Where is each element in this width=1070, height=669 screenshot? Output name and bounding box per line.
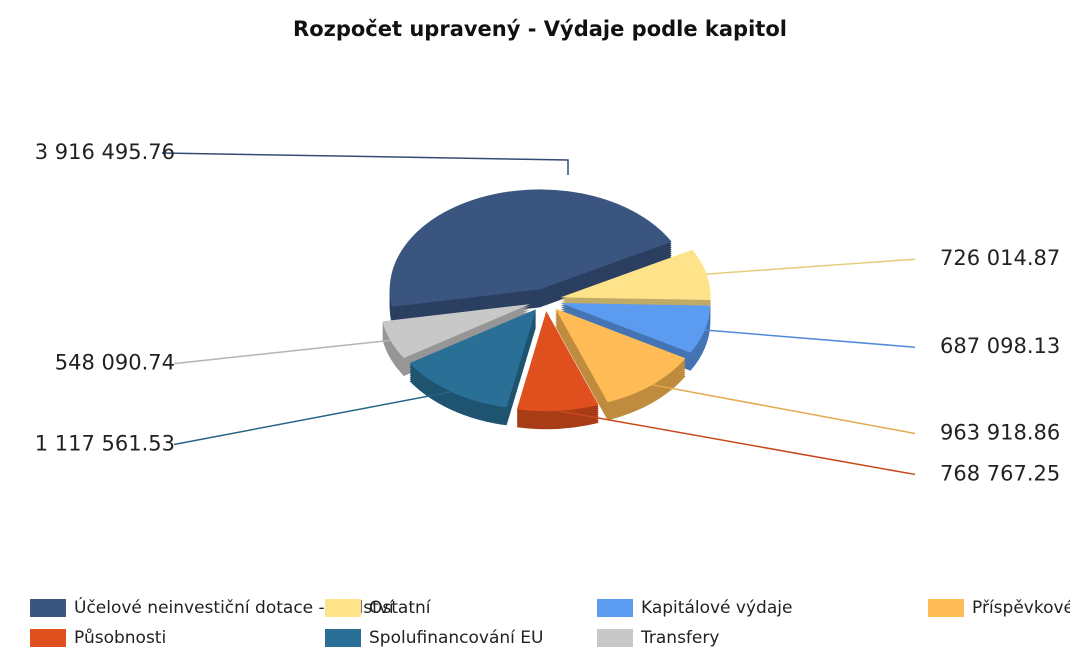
- legend-label: Spolufinancování EU: [369, 628, 543, 648]
- leader-line: [161, 152, 569, 175]
- leader-line: [704, 329, 916, 348]
- leader-line: [173, 339, 391, 365]
- legend-label: Účelové neinvestiční dotace - školství: [74, 596, 395, 618]
- legend-label: Příspěvkové organizace: [972, 598, 1070, 618]
- leader-line: [558, 410, 916, 476]
- legend-label: Kapitálové výdaje: [641, 598, 792, 618]
- legend-swatch: [597, 629, 633, 647]
- legend-swatch: [597, 599, 633, 617]
- legend-swatch: [325, 599, 361, 617]
- legend-label: Ostatní: [369, 598, 432, 618]
- slice: [560, 249, 711, 300]
- data-label: 963 918.86: [940, 420, 1060, 444]
- legend-swatch: [30, 629, 66, 647]
- slice: [409, 309, 536, 408]
- data-label: 768 767.25: [940, 461, 1060, 485]
- data-label: 1 117 561.53: [35, 431, 175, 455]
- leader-line: [652, 384, 916, 435]
- slice: [516, 311, 599, 412]
- leader-line: [706, 258, 916, 275]
- slice: [560, 303, 711, 353]
- slice: [389, 189, 672, 307]
- data-label: 3 916 495.76: [35, 140, 175, 164]
- legend-label: Působnosti: [74, 628, 166, 648]
- chart-title: Rozpočet upravený - Výdaje podle kapitol: [293, 17, 787, 41]
- data-label: 726 014.87: [940, 246, 1060, 270]
- data-label: 548 090.74: [55, 351, 175, 375]
- slice: [382, 304, 531, 358]
- pie: [382, 189, 711, 430]
- data-label: 687 098.13: [940, 334, 1060, 358]
- legend-swatch: [325, 629, 361, 647]
- leader-line: [173, 391, 452, 446]
- slice: [555, 308, 686, 403]
- legend-label: Transfery: [640, 628, 719, 648]
- legend-swatch: [928, 599, 964, 617]
- legend-swatch: [30, 599, 66, 617]
